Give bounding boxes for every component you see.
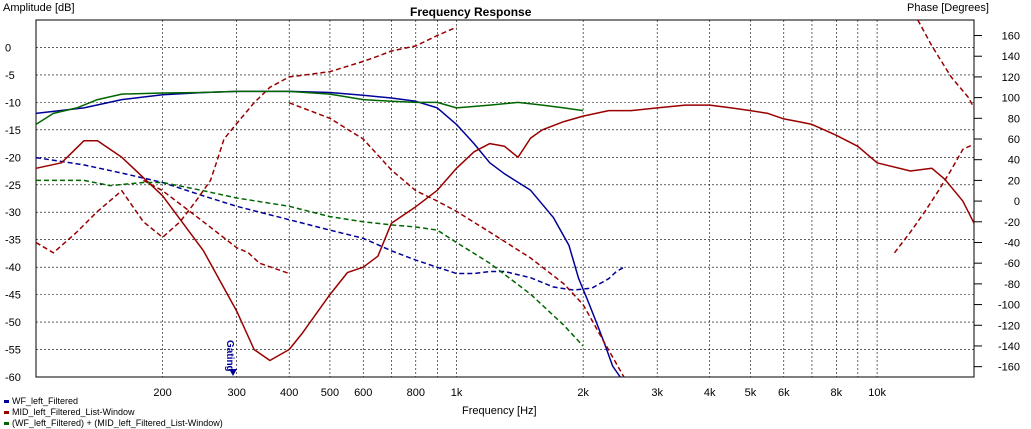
y-right-tick-label: -140	[998, 341, 1020, 353]
series-line-4	[35, 90, 584, 126]
y-left-tick-label: -55	[5, 345, 21, 357]
y-right-tick-label: -100	[998, 300, 1020, 312]
legend-item-wf: WF_left_Filtered	[4, 396, 223, 407]
series-line-1	[35, 156, 625, 291]
x-tick-label: 300	[227, 387, 245, 399]
y-left-tick-label: -25	[5, 180, 21, 192]
y-left-tick-label: -45	[5, 290, 21, 302]
y-right-tick-label: -120	[998, 320, 1020, 332]
y-left-tick-label: 0	[5, 42, 11, 54]
y-right-tick-label: 100	[1002, 93, 1020, 105]
series-layer	[35, 19, 975, 378]
plot-frame	[35, 19, 975, 378]
mid-phase-segment-1	[288, 102, 625, 378]
series-line-3	[35, 26, 457, 254]
gating-annotation: Gating	[224, 340, 235, 372]
y-right-tick-labels: 160 140 120 100 80 60 40 20 0 -20 -40 -60 -80 -100 -12…	[974, 31, 1020, 374]
legend: WF_left_Filtered MID_left_Filtered_List-…	[4, 396, 223, 429]
y-right-tick-label: -60	[1004, 258, 1020, 270]
y-left-tick-label: -5	[5, 70, 15, 82]
x-tick-label: 10k	[868, 387, 886, 399]
x-tick-label: 5k	[745, 387, 757, 399]
x-tick-label: 4k	[704, 387, 716, 399]
y-right-tick-label: 40	[1008, 155, 1020, 167]
y-left-tick-label: -15	[5, 125, 21, 137]
mid-phase-segment-hf-0	[893, 143, 975, 254]
grid-lines	[36, 20, 974, 378]
x-tick-label: 500	[321, 387, 339, 399]
y-right-tick-label: 80	[1008, 113, 1020, 125]
y-right-tick-label: -80	[1004, 279, 1020, 291]
x-tick-label: 1k	[451, 387, 463, 399]
y-right-tick-label: 120	[1002, 72, 1020, 84]
y-left-tick-labels: 0 -5 -10 -15 -20 -25 -30 -35 -40 -45 -50 -55 -60	[5, 42, 21, 384]
legend-swatch	[4, 411, 9, 414]
y-left-tick-label: -35	[5, 235, 21, 247]
x-tick-label: 400	[280, 387, 298, 399]
x-tick-label: 8k	[831, 387, 843, 399]
y-right-tick-label: 160	[1002, 31, 1020, 43]
legend-swatch	[4, 400, 9, 403]
y-left-axis-label: Amplitude [dB]	[3, 2, 75, 14]
y-right-tick-label: 140	[1002, 51, 1020, 63]
y-right-tick-label: 0	[1014, 196, 1020, 208]
x-tick-label: 200	[153, 387, 171, 399]
legend-item-sum: (WF_left_Filtered) + (MID_left_Filtered_…	[4, 418, 223, 429]
y-right-tick-label: -40	[1004, 237, 1020, 249]
y-right-tick-label: 60	[1008, 134, 1020, 146]
series-line-2	[35, 104, 975, 362]
y-right-axis-label: Phase [Degrees]	[907, 2, 989, 14]
series-line-5	[36, 179, 584, 347]
mid-phase-segment-0	[143, 179, 290, 275]
x-tick-label: 3k	[651, 387, 663, 399]
legend-item-mid: MID_left_Filtered_List-Window	[4, 407, 223, 418]
y-left-tick-label: -50	[5, 317, 21, 329]
x-tick-label: 2k	[577, 387, 589, 399]
y-right-tick-label: -160	[998, 362, 1020, 374]
y-left-tick-label: -40	[5, 262, 21, 274]
x-tick-label: 800	[407, 387, 425, 399]
gating-marker-icon	[229, 369, 237, 376]
y-right-tick-label: -20	[1004, 217, 1020, 229]
mid-phase-segment-hf-1	[917, 19, 975, 109]
y-left-tick-label: -30	[5, 207, 21, 219]
x-tick-label: 6k	[778, 387, 790, 399]
x-axis-label: Frequency [Hz]	[462, 405, 537, 417]
legend-label: WF_left_Filtered	[12, 396, 79, 406]
legend-label: MID_left_Filtered_List-Window	[12, 407, 135, 417]
x-tick-label: 600	[354, 387, 372, 399]
legend-swatch	[4, 422, 9, 425]
x-tick-labels: 200 300 400 500 600 800 1k 2k 3k 4k 5k 6k 8k 10k	[153, 387, 886, 399]
y-right-tick-label: 20	[1008, 175, 1020, 187]
legend-label: (WF_left_Filtered) + (MID_left_Filtered_…	[12, 418, 223, 428]
y-left-tick-label: -10	[5, 97, 21, 109]
y-left-tick-label: -60	[5, 372, 21, 384]
chart-title: Frequency Response	[410, 5, 532, 19]
y-left-tick-label: -20	[5, 152, 21, 164]
